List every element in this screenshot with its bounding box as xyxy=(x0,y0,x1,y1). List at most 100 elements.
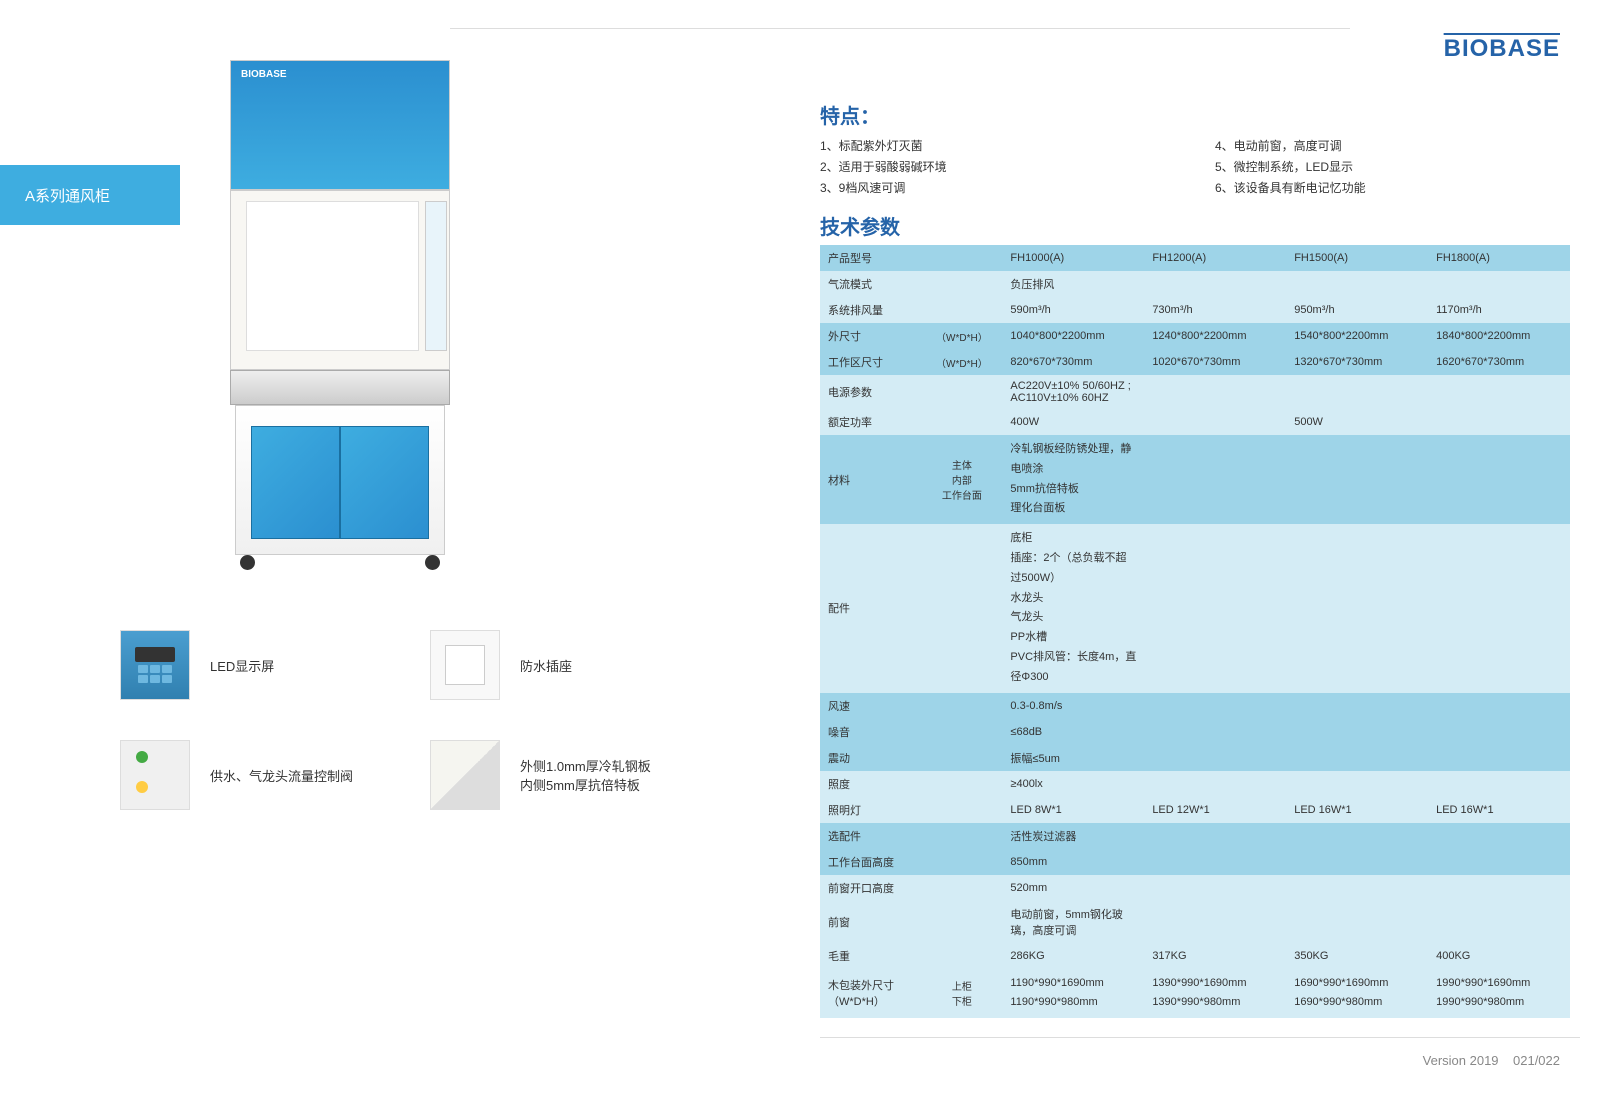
right-page: BIOBASE 特点： 1、标配紫外灯灭菌4、电动前窗，高度可调2、适用于弱酸弱… xyxy=(800,0,1600,1093)
spec-label: 工作台面高度 xyxy=(820,849,921,875)
spec-sublabel xyxy=(921,524,1002,692)
spec-value xyxy=(1144,375,1286,409)
spec-value xyxy=(1286,875,1428,901)
spec-value: 1040*800*2200mm xyxy=(1002,323,1144,349)
spec-value: 0.3-0.8m/s xyxy=(1002,693,1144,719)
spec-value xyxy=(1286,901,1428,943)
detail-thumb-valve xyxy=(120,740,190,810)
spec-row: 照度≥400lx xyxy=(820,771,1570,797)
spec-label: 额定功率 xyxy=(820,409,921,435)
footer-divider xyxy=(820,1037,1580,1038)
spec-value xyxy=(1286,719,1428,745)
spec-row: 选配件活性炭过滤器 xyxy=(820,823,1570,849)
detail-item: 外侧1.0mm厚冷轧钢板 内侧5mm厚抗倍特板 xyxy=(430,740,680,810)
spec-value xyxy=(1144,823,1286,849)
spec-value: 1020*670*730mm xyxy=(1144,349,1286,375)
spec-value: 1390*990*1690mm 1390*990*980mm xyxy=(1144,969,1286,1019)
spec-label: 系统排风量 xyxy=(820,297,921,323)
product-image: BIOBASE xyxy=(230,60,450,570)
spec-value xyxy=(1286,271,1428,297)
spec-value xyxy=(1144,745,1286,771)
spec-row: 工作区尺寸（W*D*H）820*670*730mm1020*670*730mm1… xyxy=(820,349,1570,375)
spec-value xyxy=(1428,693,1570,719)
spec-sublabel: 上柜 下柜 xyxy=(921,969,1002,1019)
spec-label: 风速 xyxy=(820,693,921,719)
detail-label: 防水插座 xyxy=(520,656,572,675)
spec-label: 照度 xyxy=(820,771,921,797)
left-page: A系列通风柜 BIOBASE LED显示屏防水插座供水、气龙头流量控制阀外侧1.… xyxy=(0,0,800,1093)
spec-label: 前窗 xyxy=(820,901,921,943)
spec-row: 毛重286KG317KG350KG400KG xyxy=(820,943,1570,969)
detail-thumb-socket xyxy=(430,630,500,700)
spec-value: 电动前窗，5mm钢化玻璃，高度可调 xyxy=(1002,901,1144,943)
spec-value: 底柜 插座：2个（总负载不超过500W） 水龙头 气龙头 PP水槽 PVC排风管… xyxy=(1002,524,1144,692)
spec-value: 1190*990*1690mm 1190*990*980mm xyxy=(1002,969,1144,1019)
footer-page: 021/022 xyxy=(1513,1053,1560,1068)
detail-item: 防水插座 xyxy=(430,630,680,700)
spec-value xyxy=(1428,375,1570,409)
brand-logo: BIOBASE xyxy=(1444,35,1560,63)
spec-row: 外尺寸（W*D*H）1040*800*2200mm1240*800*2200mm… xyxy=(820,323,1570,349)
spec-row: 震动 振幅≤5um xyxy=(820,745,1570,771)
footer-version: Version 2019 xyxy=(1423,1053,1499,1068)
spec-value: 振幅≤5um xyxy=(1002,745,1144,771)
spec-sublabel xyxy=(921,693,1002,719)
spec-value xyxy=(1428,771,1570,797)
spec-value: 950m³/h xyxy=(1286,297,1428,323)
spec-sublabel xyxy=(921,823,1002,849)
spec-sublabel: （W*D*H） xyxy=(921,349,1002,375)
spec-value xyxy=(1144,771,1286,797)
spec-row: 前窗 电动前窗，5mm钢化玻璃，高度可调 xyxy=(820,901,1570,943)
spec-sublabel: （W*D*H） xyxy=(921,323,1002,349)
spec-label: 气流模式 xyxy=(820,271,921,297)
spec-label: 前窗开口高度 xyxy=(820,875,921,901)
spec-sublabel xyxy=(921,875,1002,901)
spec-value: LED 16W*1 xyxy=(1428,797,1570,823)
spec-value: 500W xyxy=(1286,409,1428,435)
spec-label: 照明灯 xyxy=(820,797,921,823)
spec-value xyxy=(1286,771,1428,797)
spec-value xyxy=(1428,901,1570,943)
spec-value xyxy=(1286,745,1428,771)
spec-value: 活性炭过滤器 xyxy=(1002,823,1144,849)
spec-label: 配件 xyxy=(820,524,921,692)
spec-value xyxy=(1144,719,1286,745)
spec-value: FH1200(A) xyxy=(1144,245,1286,271)
feature-item: 4、电动前窗，高度可调 xyxy=(1215,137,1570,154)
feature-item: 5、微控制系统，LED显示 xyxy=(1215,158,1570,175)
spec-row: 材料主体 内部 工作台面冷轧钢板经防锈处理，静电喷涂 5mm抗倍特板 理化台面板 xyxy=(820,435,1570,524)
spec-value: AC220V±10% 50/60HZ ; AC110V±10% 60HZ xyxy=(1002,375,1144,409)
spec-table: 产品型号FH1000(A)FH1200(A)FH1500(A)FH1800(A)… xyxy=(820,245,1570,1018)
spec-sublabel xyxy=(921,271,1002,297)
spec-label: 材料 xyxy=(820,435,921,524)
feature-item: 3、9档风速可调 xyxy=(820,179,1175,196)
spec-sublabel xyxy=(921,719,1002,745)
spec-value: 1540*800*2200mm xyxy=(1286,323,1428,349)
spec-value: 317KG xyxy=(1144,943,1286,969)
detail-thumb-panel xyxy=(430,740,500,810)
detail-thumb-led xyxy=(120,630,190,700)
features-title: 特点： xyxy=(820,100,1570,129)
spec-value xyxy=(1428,849,1570,875)
spec-row: 木包装外尺寸 （W*D*H）上柜 下柜1190*990*1690mm 1190*… xyxy=(820,969,1570,1019)
spec-value: LED 16W*1 xyxy=(1286,797,1428,823)
spec-value: 286KG xyxy=(1002,943,1144,969)
detail-label: LED显示屏 xyxy=(210,656,274,675)
spec-value: 1170m³/h xyxy=(1428,297,1570,323)
spec-sublabel xyxy=(921,297,1002,323)
spec-label: 震动 xyxy=(820,745,921,771)
spec-value: 负压排风 xyxy=(1002,271,1144,297)
spec-label: 外尺寸 xyxy=(820,323,921,349)
spec-value xyxy=(1286,849,1428,875)
spec-value: 590m³/h xyxy=(1002,297,1144,323)
spec-label: 木包装外尺寸 （W*D*H） xyxy=(820,969,921,1019)
feature-item: 2、适用于弱酸弱碱环境 xyxy=(820,158,1175,175)
spec-sublabel: 主体 内部 工作台面 xyxy=(921,435,1002,524)
spec-value xyxy=(1144,849,1286,875)
spec-value: 820*670*730mm xyxy=(1002,349,1144,375)
spec-sublabel xyxy=(921,849,1002,875)
features-list: 1、标配紫外灯灭菌4、电动前窗，高度可调2、适用于弱酸弱碱环境5、微控制系统，L… xyxy=(820,137,1570,196)
spec-value: 400KG xyxy=(1428,943,1570,969)
spec-row: 配件底柜 插座：2个（总负载不超过500W） 水龙头 气龙头 PP水槽 PVC排… xyxy=(820,524,1570,692)
spec-value xyxy=(1286,524,1428,692)
